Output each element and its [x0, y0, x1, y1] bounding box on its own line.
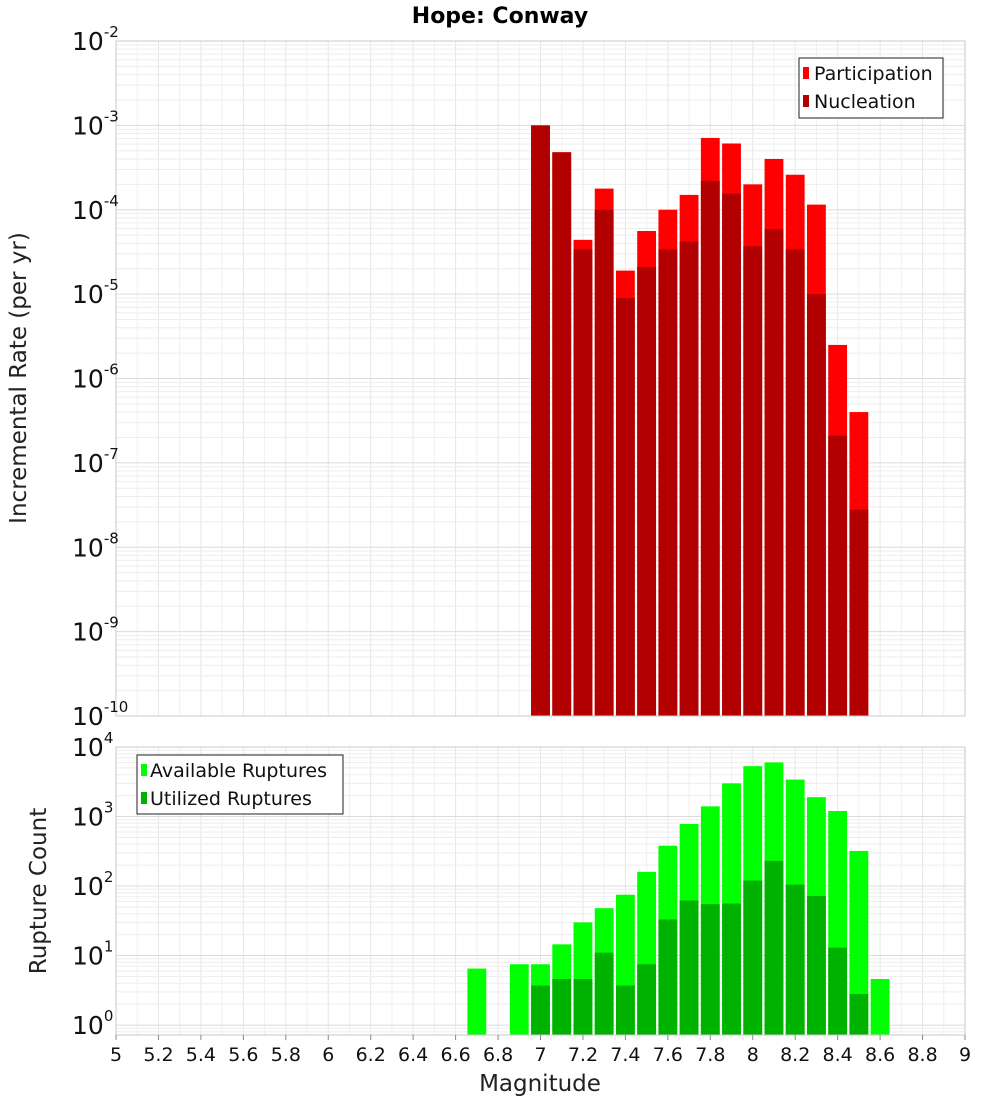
bar-nucleation [594, 209, 614, 716]
x-tick-label: 6 [322, 1044, 334, 1066]
x-tick-label: 8.4 [823, 1044, 853, 1066]
y-tick-label: 10-8 [72, 529, 119, 562]
x-tick-label: 7.4 [610, 1044, 640, 1066]
bottom-legend: Available Ruptures Utilized Ruptures [136, 754, 344, 815]
x-tick-label: 7.8 [695, 1044, 725, 1066]
bottom-y-axis-label: Rupture Count [26, 808, 52, 974]
bar-nucleation [552, 152, 572, 716]
top-bars [531, 125, 869, 717]
bar-nucleation [637, 266, 657, 716]
x-tick-label: 6.2 [356, 1044, 386, 1066]
bar-nucleation [700, 180, 720, 716]
bar-nucleation [573, 249, 593, 716]
x-tick-label: 7.2 [568, 1044, 598, 1066]
y-tick-label: 104 [72, 729, 113, 762]
x-tick-label: 5.2 [143, 1044, 173, 1066]
bar-nucleation [615, 297, 635, 716]
x-tick-label: 5 [110, 1044, 122, 1066]
legend-label-participation: Participation [814, 63, 933, 85]
y-tick-label: 10-6 [72, 361, 119, 394]
y-tick-label: 10-9 [72, 614, 119, 647]
x-axis-label: Magnitude [479, 1071, 601, 1097]
bottom-y-ticks: 100 101 102 103 104 [72, 729, 113, 1040]
chart-title: Hope: Conway [412, 4, 588, 29]
legend-swatch-participation [803, 67, 809, 79]
top-legend-box [798, 57, 944, 119]
bottom-x-ticks: 5 5.2 5.4 5.6 5.8 6 6.2 6.4 6.6 6.8 7 7.2 7.4 7.6 7.8 8… [110, 1035, 971, 1066]
bar-nucleation [785, 249, 805, 716]
top-plot-border [115, 40, 966, 717]
legend-swatch-utilized-ruptures [141, 792, 147, 804]
x-tick-label: 8 [747, 1044, 759, 1066]
bar-available-ruptures [509, 964, 529, 1035]
bar-available-ruptures [849, 850, 869, 1035]
y-tick-label: 10-10 [72, 698, 128, 731]
y-tick-label: 10-5 [72, 276, 119, 309]
y-tick-label: 10-7 [72, 445, 119, 478]
bar-utilized-ruptures [531, 985, 550, 1035]
legend-label-utilized-ruptures: Utilized Ruptures [150, 788, 312, 810]
x-tick-label: 6.8 [483, 1044, 513, 1066]
y-tick-label: 102 [72, 868, 113, 901]
y-tick-label: 10-2 [72, 23, 119, 56]
bar-nucleation [658, 249, 678, 716]
top-y-axis-label: Incremental Rate (per yr) [6, 232, 32, 524]
bar-utilized-ruptures [700, 904, 720, 1035]
bar-utilized-ruptures [722, 903, 741, 1035]
legend-label-available-ruptures: Available Ruptures [150, 760, 327, 782]
bar-utilized-ruptures [849, 993, 869, 1035]
bar-utilized-ruptures [679, 900, 699, 1035]
y-tick-label: 10-4 [72, 192, 119, 225]
bar-nucleation [679, 241, 699, 717]
x-tick-label: 8.8 [907, 1044, 937, 1066]
bar-available-ruptures [467, 968, 487, 1035]
bar-utilized-ruptures [637, 964, 657, 1035]
x-tick-label: 6.6 [440, 1044, 470, 1066]
bar-utilized-ruptures [658, 919, 678, 1035]
bar-utilized-ruptures [785, 884, 805, 1035]
top-legend: Participation Nucleation [798, 57, 944, 119]
y-tick-label: 100 [72, 1007, 113, 1040]
bar-utilized-ruptures [615, 985, 635, 1035]
bottom-plot-panel: 100 101 102 103 104 5 5.2 5.4 5.6 5.8 6 6.2 6.4 6.6 6… [26, 729, 971, 1097]
bar-nucleation [722, 193, 741, 716]
bar-utilized-ruptures [828, 947, 848, 1035]
bar-utilized-ruptures [743, 880, 763, 1035]
x-tick-label: 5.6 [228, 1044, 258, 1066]
legend-swatch-nucleation [803, 95, 809, 107]
x-tick-label: 8.2 [780, 1044, 810, 1066]
x-tick-label: 7.6 [653, 1044, 683, 1066]
y-tick-label: 101 [72, 938, 113, 971]
bar-utilized-ruptures [573, 979, 593, 1035]
x-tick-label: 9 [959, 1044, 971, 1066]
bar-utilized-ruptures [807, 895, 826, 1035]
bar-utilized-ruptures [594, 952, 614, 1035]
x-tick-label: 5.8 [271, 1044, 301, 1066]
bar-nucleation [743, 246, 763, 716]
y-tick-label: 10-3 [72, 107, 119, 140]
bar-available-ruptures [870, 979, 890, 1035]
bar-nucleation [531, 125, 550, 716]
legend-label-nucleation: Nucleation [814, 91, 916, 113]
bar-utilized-ruptures [764, 860, 784, 1035]
bar-nucleation [807, 294, 826, 716]
x-tick-label: 8.6 [865, 1044, 895, 1066]
top-y-ticks: 10-10 10-9 10-8 10-7 10-6 10-5 10-4 10-3 10-2 [72, 23, 128, 731]
x-tick-label: 5.4 [186, 1044, 216, 1066]
y-tick-label: 103 [72, 799, 113, 832]
bar-utilized-ruptures [552, 979, 572, 1035]
bar-nucleation [764, 229, 784, 717]
bar-nucleation [828, 435, 848, 716]
x-tick-label: 7 [534, 1044, 546, 1066]
bottom-legend-box [136, 754, 344, 815]
x-tick-label: 6.4 [398, 1044, 428, 1066]
bottom-bars [467, 762, 890, 1035]
bar-nucleation [849, 509, 869, 716]
top-plot-panel: 10-10 10-9 10-8 10-7 10-6 10-5 10-4 10-3 10-2 In… [6, 23, 966, 731]
legend-swatch-available-ruptures [141, 764, 147, 776]
